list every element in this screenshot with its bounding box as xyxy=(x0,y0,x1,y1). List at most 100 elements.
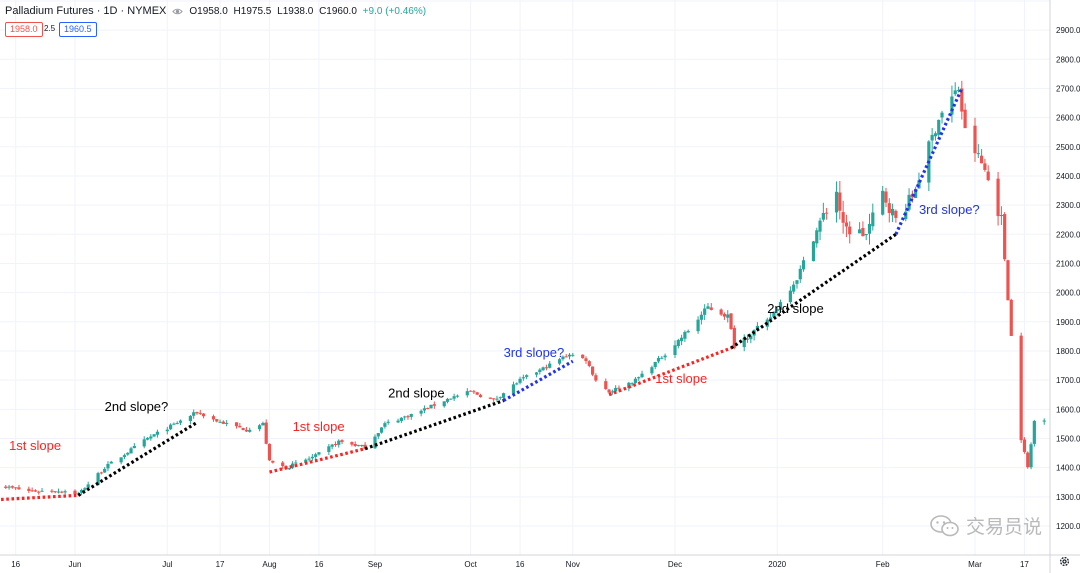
chart-legend: Palladium Futures · 1D · NYMEX O1958.0 H… xyxy=(5,5,429,17)
candle-body xyxy=(663,355,667,358)
candle-body xyxy=(317,452,321,455)
trendline-red xyxy=(0,493,79,502)
eye-icon[interactable] xyxy=(172,6,184,17)
candle-body xyxy=(983,163,987,170)
open-value: O1958.0 xyxy=(189,5,228,17)
candle-body xyxy=(53,491,57,493)
trendline-black xyxy=(77,421,198,497)
candle-body xyxy=(363,444,367,449)
candle-body xyxy=(56,491,61,493)
candle-body xyxy=(699,314,703,320)
close-value: C1960.0 xyxy=(319,5,357,17)
candle-body xyxy=(518,378,522,383)
candle-body xyxy=(192,412,196,416)
candle-body xyxy=(795,280,799,284)
candle-body xyxy=(178,420,183,423)
candle-body xyxy=(353,443,357,446)
candle-body xyxy=(238,425,242,428)
x-tick-label: 17 xyxy=(216,560,225,569)
candle-body xyxy=(815,230,819,244)
candle-body xyxy=(558,359,562,364)
candle-body xyxy=(406,416,410,418)
candle-body xyxy=(142,439,146,447)
candle-body xyxy=(729,313,733,329)
candle-body xyxy=(811,241,816,262)
candle-body xyxy=(821,212,825,220)
candle-body xyxy=(379,427,384,433)
trendline-black xyxy=(730,232,897,350)
candle-body xyxy=(976,153,980,155)
candle-body xyxy=(129,448,133,454)
candle-body xyxy=(445,398,450,402)
candle-body xyxy=(679,337,684,342)
candle-body xyxy=(333,443,338,445)
candle-body xyxy=(429,404,433,409)
candle-body xyxy=(4,486,8,488)
candle-body xyxy=(907,194,911,210)
y-tick-label: 2200.0 xyxy=(1056,230,1080,239)
candle-body xyxy=(225,422,229,424)
candle-body xyxy=(30,490,34,492)
candle-body xyxy=(858,229,862,234)
trendline-red xyxy=(608,346,732,397)
candle-body xyxy=(525,375,529,377)
candle-body xyxy=(521,377,525,379)
candle-body xyxy=(27,488,31,491)
candle-body xyxy=(937,119,941,135)
candle-body xyxy=(769,317,773,320)
candle-body xyxy=(83,488,87,490)
candle-body xyxy=(792,284,796,292)
candle-body xyxy=(1006,260,1010,301)
candle-body xyxy=(172,423,176,425)
buy-price-button[interactable]: 1960.5 xyxy=(59,22,97,37)
x-tick-label: Feb xyxy=(876,560,890,569)
candle-body xyxy=(1022,439,1027,452)
y-tick-label: 2100.0 xyxy=(1056,259,1080,268)
y-tick-label: 2700.0 xyxy=(1056,84,1080,93)
candle-body xyxy=(267,443,272,461)
symbol-title[interactable]: Palladium Futures · 1D · NYMEX xyxy=(5,5,167,17)
x-tick-label: 2020 xyxy=(768,560,786,569)
candle-body xyxy=(106,463,110,469)
candle-body xyxy=(650,367,654,374)
trendline-red xyxy=(269,447,366,474)
candle-body xyxy=(719,309,723,315)
candle-body xyxy=(426,407,430,409)
candle-body xyxy=(396,420,400,423)
candle-body xyxy=(10,486,14,488)
wechat-icon xyxy=(930,514,959,536)
annotation-label: 3rd slope? xyxy=(504,345,565,360)
candle-body xyxy=(498,397,502,399)
candle-body xyxy=(337,440,341,445)
gear-icon[interactable] xyxy=(1058,555,1071,568)
candle-body xyxy=(841,212,845,223)
candle-body xyxy=(772,311,776,318)
candle-body xyxy=(986,171,990,181)
x-tick-label: 16 xyxy=(516,560,525,569)
candle-body xyxy=(469,390,473,392)
candle-body xyxy=(861,228,865,237)
candle-body xyxy=(930,134,934,141)
candle-body xyxy=(884,191,888,203)
x-tick-label: Nov xyxy=(566,560,580,569)
candle-body xyxy=(953,90,957,95)
candle-body xyxy=(340,440,344,442)
y-tick-label: 2800.0 xyxy=(1056,55,1080,64)
candle-body xyxy=(86,484,90,488)
candle-body xyxy=(1019,335,1023,441)
candle-body xyxy=(979,155,984,164)
candle-body xyxy=(383,423,387,427)
y-tick-label: 1900.0 xyxy=(1056,318,1080,327)
candle-body xyxy=(656,358,661,362)
candle-body xyxy=(1029,444,1033,468)
candle-body xyxy=(515,383,519,385)
y-tick-label: 1600.0 xyxy=(1056,405,1080,414)
candle-body xyxy=(950,96,954,115)
candle-body xyxy=(403,416,407,418)
sell-price-button[interactable]: 1958.0 xyxy=(5,22,43,37)
annotation-label: 1st slope xyxy=(655,371,707,386)
x-tick-label: Mar xyxy=(968,560,982,569)
candle-body xyxy=(287,468,291,470)
candle-body xyxy=(788,290,792,303)
